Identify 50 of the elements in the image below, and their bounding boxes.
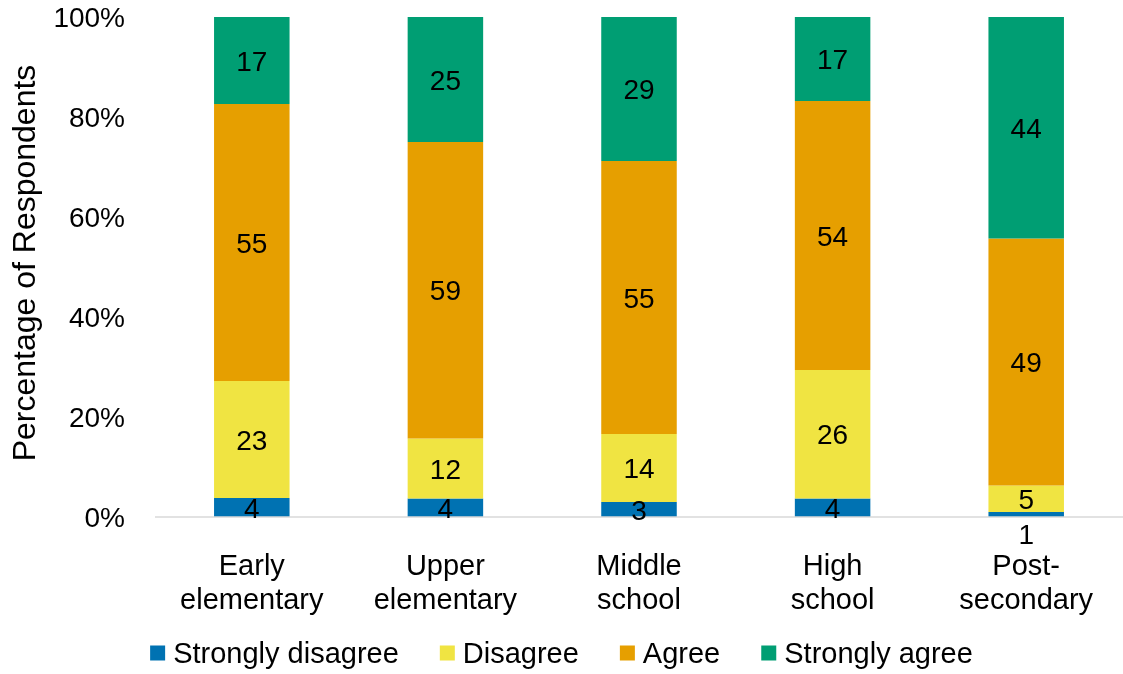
- bar: [407, 142, 484, 439]
- x-tick-label: Post-secondary: [959, 549, 1094, 615]
- data-label: 26: [817, 418, 849, 450]
- bar: [988, 485, 1064, 512]
- data-label: 5: [1018, 483, 1034, 515]
- bar: [407, 17, 484, 142]
- data-label: 49: [1010, 346, 1042, 378]
- y-tick-label: 0%: [84, 501, 125, 533]
- data-label: 23: [236, 424, 268, 455]
- bar: [988, 238, 1064, 486]
- y-tick-label: 100%: [53, 1, 125, 33]
- x-tick-label: Upper elementary: [373, 549, 518, 615]
- data-label: 4: [244, 492, 260, 523]
- bar: [214, 17, 290, 104]
- data-label: 17: [817, 43, 849, 75]
- y-tick-label: 60%: [68, 201, 125, 233]
- bar: [407, 438, 484, 499]
- bar: [214, 104, 290, 381]
- bar: [601, 17, 677, 161]
- x-tick-label: High school: [790, 549, 875, 615]
- legend-label: Strongly disagree: [173, 637, 399, 669]
- bar: [794, 370, 871, 499]
- data-label: 44: [1010, 112, 1042, 144]
- bar: [214, 381, 290, 498]
- data-label: 59: [429, 274, 461, 306]
- data-label: 12: [429, 453, 461, 484]
- bar: [794, 101, 871, 370]
- data-label: 25: [429, 64, 461, 95]
- y-axis-title: Percentage of Respondents: [6, 64, 42, 462]
- data-label: 17: [236, 45, 268, 76]
- data-label: 54: [817, 220, 849, 251]
- bar: [601, 161, 677, 434]
- y-tick-label: 40%: [68, 301, 125, 333]
- legend-label: Strongly agree: [784, 637, 973, 669]
- legend-label: Disagree: [462, 637, 579, 669]
- y-tick-label: 80%: [68, 101, 125, 133]
- x-tick-label: Middle school: [596, 549, 682, 615]
- data-label: 29: [623, 73, 655, 105]
- bar: [794, 17, 871, 101]
- x-tick-label: Early elementary: [180, 549, 325, 615]
- data-label: 55: [623, 282, 655, 313]
- data-label: 1: [1018, 518, 1034, 550]
- bar: [601, 434, 677, 502]
- y-tick-label: 20%: [68, 401, 125, 433]
- bar: [988, 17, 1064, 239]
- data-label: 55: [236, 227, 268, 258]
- legend-label: Agree: [642, 637, 721, 669]
- data-label: 14: [623, 452, 655, 484]
- data-label: 4: [824, 492, 841, 524]
- data-label: 4: [437, 492, 454, 524]
